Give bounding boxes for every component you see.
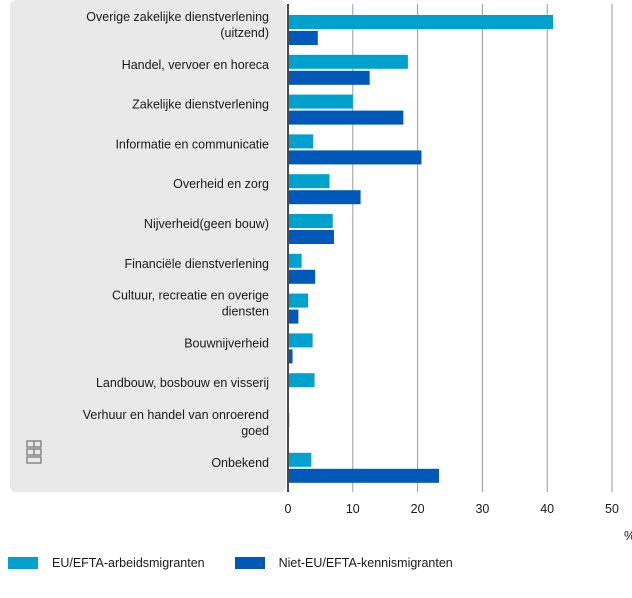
bar-eu-efta	[288, 15, 554, 29]
x-tick-label: 20	[411, 502, 425, 516]
category-label: Onbekend	[211, 456, 269, 470]
category-label: goed	[241, 424, 269, 438]
bar-eu-efta	[288, 214, 333, 228]
category-labels: Overige zakelijke dienstverlening (uitzen…	[83, 10, 269, 470]
x-tick-label: 30	[475, 502, 489, 516]
bar-niet-eu-efta	[288, 150, 422, 165]
bar-niet-eu-efta	[288, 468, 439, 483]
bar-niet-eu-efta	[288, 349, 293, 364]
category-label: Landbouw, bosbouw en visserij	[96, 376, 269, 390]
bar-eu-efta	[288, 54, 408, 69]
bar-niet-eu-efta	[288, 31, 318, 45]
x-axis-label: %	[624, 529, 632, 543]
bar-eu-efta	[288, 293, 309, 308]
category-label: Overige zakelijke dienstverlening	[86, 10, 269, 24]
category-label: Overheid en zorg	[173, 177, 269, 191]
bar-chart: Overige zakelijke dienstverlening (uitzen…	[10, 0, 632, 543]
bar-eu-efta	[288, 452, 312, 467]
bar-eu-efta	[288, 174, 330, 189]
category-label: Verhuur en handel van onroerend	[83, 408, 269, 422]
category-label: (uitzend)	[220, 26, 269, 40]
x-tick-label: 50	[605, 502, 619, 516]
x-tick-label: 40	[540, 502, 554, 516]
category-label: Zakelijke dienstverlening	[132, 98, 269, 112]
bar-eu-efta	[288, 373, 315, 388]
category-label: Informatie en communicatie	[115, 137, 269, 151]
category-label: diensten	[222, 305, 269, 319]
legend-swatch-niet-eu-efta	[234, 557, 265, 569]
cbs-logo	[26, 440, 42, 464]
x-tick-label: 10	[346, 502, 360, 516]
bars	[288, 15, 554, 483]
legend: EU/EFTA-arbeidsmigranten Niet-EU/EFTA-ke…	[8, 553, 483, 573]
category-label: Cultuur, recreatie en overige	[112, 289, 269, 303]
legend-item-eu-efta: EU/EFTA-arbeidsmigranten	[8, 556, 205, 570]
bar-eu-efta	[288, 94, 353, 109]
legend-label-eu-efta: EU/EFTA-arbeidsmigranten	[52, 556, 205, 570]
legend-swatch-eu-efta	[8, 557, 38, 569]
bar-eu-efta	[288, 134, 314, 149]
category-label: Financiële dienstverlening	[124, 257, 269, 271]
bar-niet-eu-efta	[288, 269, 316, 284]
bar-niet-eu-efta	[288, 309, 299, 324]
bar-eu-efta	[288, 253, 302, 268]
label-panel	[10, 0, 286, 492]
bar-niet-eu-efta	[288, 70, 370, 85]
bar-niet-eu-efta	[288, 190, 361, 205]
legend-label-niet-eu-efta: Niet-EU/EFTA-kennismigranten	[278, 556, 453, 570]
gridlines	[352, 4, 613, 492]
legend-item-niet-eu-efta: Niet-EU/EFTA-kennismigranten	[234, 556, 453, 570]
bar-niet-eu-efta	[288, 230, 335, 244]
category-label: Handel, vervoer en horeca	[122, 58, 269, 72]
tick-labels: 0 10 20 30 40 50	[285, 502, 619, 516]
bar-niet-eu-efta	[288, 110, 404, 125]
bar-eu-efta	[288, 333, 313, 348]
category-label: Nijverheid(geen bouw)	[144, 217, 269, 231]
x-tick-label: 0	[285, 502, 292, 516]
category-label: Bouwnijverheid	[184, 336, 269, 350]
